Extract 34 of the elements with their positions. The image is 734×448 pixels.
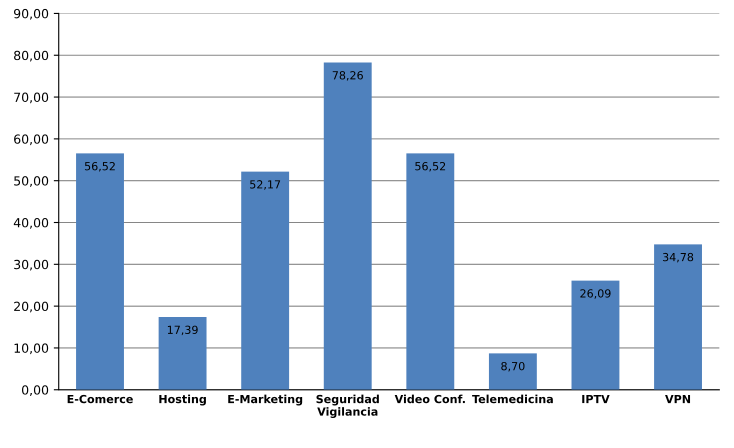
data-label: 8,70	[501, 362, 525, 372]
x-tick-label: E-Marketing	[228, 394, 302, 406]
x-tick-label: Hosting	[159, 394, 206, 406]
x-tick-label: VPN	[665, 394, 690, 404]
bar	[406, 153, 454, 390]
x-tick-label: E-Comerce	[68, 394, 133, 404]
y-tick-label: 90,00	[14, 8, 48, 20]
bar	[324, 62, 372, 390]
data-label: 34,78	[662, 252, 694, 262]
bar	[488, 353, 537, 390]
y-tick-label: 30,00	[14, 260, 48, 271]
x-tick-label: Telemedicina	[472, 394, 553, 404]
x-tick-label: Video Conf.	[394, 394, 465, 404]
data-label: 17,39	[168, 326, 198, 336]
data-label: 78,26	[332, 71, 363, 81]
y-tick-label: 50,00	[14, 176, 48, 187]
y-tick-label: 10,00	[14, 343, 48, 354]
x-tick-label: Seguridad Vigilancia	[316, 394, 379, 418]
y-tick-label: 80,00	[14, 50, 48, 62]
y-tick-label: 60,00	[14, 134, 48, 146]
y-tick-label: 0,00	[22, 385, 48, 396]
data-label: 56,52	[84, 162, 115, 172]
data-label: 52,17	[250, 180, 280, 190]
data-label: 26,09	[580, 289, 611, 299]
y-tick-label: 20,00	[14, 302, 48, 312]
y-tick-label: 40,00	[14, 218, 48, 229]
data-label: 56,52	[415, 162, 446, 172]
bar	[158, 317, 207, 390]
y-tick-label: 70,00	[14, 92, 48, 104]
bar	[241, 172, 290, 390]
bar	[654, 244, 702, 390]
bar	[76, 153, 124, 390]
bar	[572, 280, 620, 390]
x-tick-label: IPTV	[582, 394, 610, 404]
